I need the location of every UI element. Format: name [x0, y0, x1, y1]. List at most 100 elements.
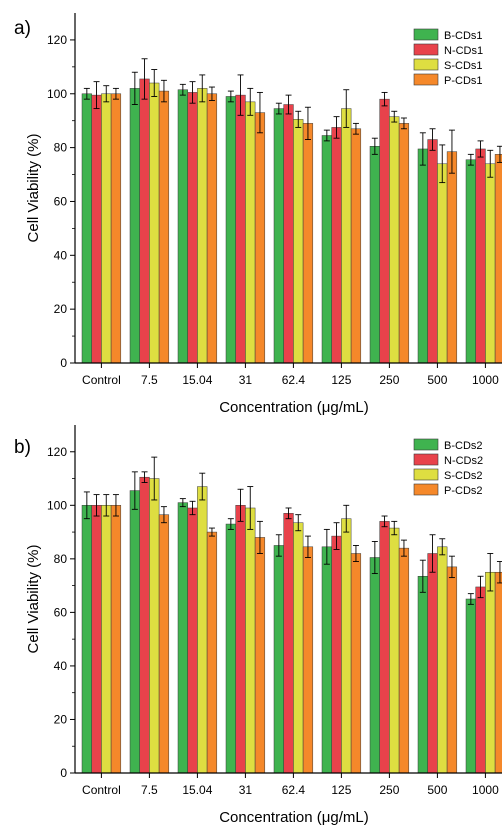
bar	[302, 546, 314, 774]
x-axis-title: Concentration (μg/mL)	[219, 809, 369, 826]
x-tick-label: 62.4	[282, 373, 306, 387]
legend-label: N-CDs1	[444, 45, 483, 57]
panel-label: b)	[14, 437, 31, 458]
legend-swatch	[413, 483, 439, 496]
x-tick-label: 15.04	[182, 373, 212, 387]
legend-swatch	[413, 438, 439, 451]
bar	[389, 116, 400, 364]
y-tick-label: 80	[54, 141, 68, 155]
bar	[187, 92, 198, 364]
bar	[350, 553, 362, 774]
bar	[245, 101, 256, 364]
bar	[129, 490, 140, 774]
bar	[254, 112, 266, 364]
legend-label: P-CDs1	[444, 75, 483, 87]
y-tick-label: 120	[47, 33, 67, 47]
bar	[197, 486, 208, 774]
y-tick-label: 40	[54, 659, 68, 673]
bar	[101, 505, 112, 774]
bar	[302, 123, 314, 364]
y-axis-title: Cell Viability (%)	[25, 134, 42, 243]
bar	[235, 505, 246, 774]
bar	[321, 546, 332, 774]
bar	[446, 566, 458, 774]
bar	[331, 127, 342, 364]
x-tick-label: 125	[331, 783, 351, 797]
x-tick-label: 31	[239, 783, 253, 797]
bar	[225, 96, 236, 364]
y-axis-title: Cell Viability (%)	[25, 545, 42, 654]
x-tick-label: 250	[379, 783, 399, 797]
bar	[273, 108, 284, 364]
y-tick-label: 20	[54, 712, 68, 726]
y-tick-label: 20	[54, 302, 68, 316]
bar	[101, 93, 112, 364]
y-tick-label: 80	[54, 552, 68, 566]
x-tick-label: 500	[427, 783, 447, 797]
bar	[369, 557, 380, 774]
bar	[110, 93, 122, 364]
bar	[177, 502, 188, 774]
bar	[158, 90, 170, 364]
x-tick-label: 500	[427, 373, 447, 387]
legend-label: B-CDs1	[444, 30, 483, 42]
bar	[341, 518, 352, 774]
bar	[427, 553, 438, 774]
bar	[91, 94, 102, 364]
legend-label: P-CDs2	[444, 485, 483, 497]
bar	[81, 505, 92, 774]
legend: B-CDs2 N-CDs2 S-CDs2 P-CDs2	[413, 438, 483, 497]
x-tick-label: Control	[82, 373, 121, 387]
bar	[187, 507, 198, 774]
bar	[283, 513, 294, 774]
bar	[81, 93, 92, 364]
x-tick-label: 1000	[472, 783, 499, 797]
legend-swatch	[413, 43, 439, 56]
bar	[379, 98, 390, 364]
bar	[149, 478, 160, 774]
bar	[437, 546, 448, 774]
y-tick-label: 0	[60, 356, 67, 370]
x-tick-label: 250	[379, 373, 399, 387]
bar	[427, 139, 438, 364]
x-tick-label: 7.5	[141, 783, 158, 797]
bar	[206, 531, 218, 774]
bar	[110, 505, 122, 774]
y-tick-label: 100	[47, 87, 67, 101]
y-tick-label: 120	[47, 445, 67, 459]
bar	[197, 88, 208, 364]
bar	[465, 159, 476, 364]
panel-label: a)	[14, 18, 31, 39]
x-tick-label: 1000	[472, 373, 499, 387]
y-tick-label: 0	[60, 766, 67, 780]
y-tick-label: 100	[47, 498, 67, 512]
bar	[475, 148, 486, 364]
bar	[129, 88, 140, 364]
legend-label: S-CDs1	[444, 60, 483, 72]
bar	[475, 586, 486, 774]
legend-swatch	[413, 28, 439, 41]
legend-label: S-CDs2	[444, 470, 483, 482]
x-axis-title: Concentration (μg/mL)	[219, 399, 369, 416]
bar	[149, 82, 160, 364]
bar	[139, 78, 150, 364]
bar	[158, 514, 170, 774]
legend-label: N-CDs2	[444, 455, 483, 467]
bar	[177, 89, 188, 364]
legend-label: B-CDs2	[444, 440, 483, 452]
bar	[91, 505, 102, 774]
bar	[350, 128, 362, 364]
bar	[485, 163, 496, 364]
bar	[494, 571, 502, 774]
bar	[465, 598, 476, 774]
y-tick-label: 40	[54, 248, 68, 262]
chart-panel-a: a) Control 7.5 15.04 31 62.4 125 250 500 1000 0 20 4…	[14, 13, 502, 416]
bar	[437, 163, 448, 364]
bar	[293, 119, 304, 364]
bar	[235, 94, 246, 364]
x-tick-label: 62.4	[282, 783, 306, 797]
bar	[139, 476, 150, 774]
bar	[379, 521, 390, 774]
y-tick-label: 60	[54, 605, 68, 619]
bar	[369, 146, 380, 364]
